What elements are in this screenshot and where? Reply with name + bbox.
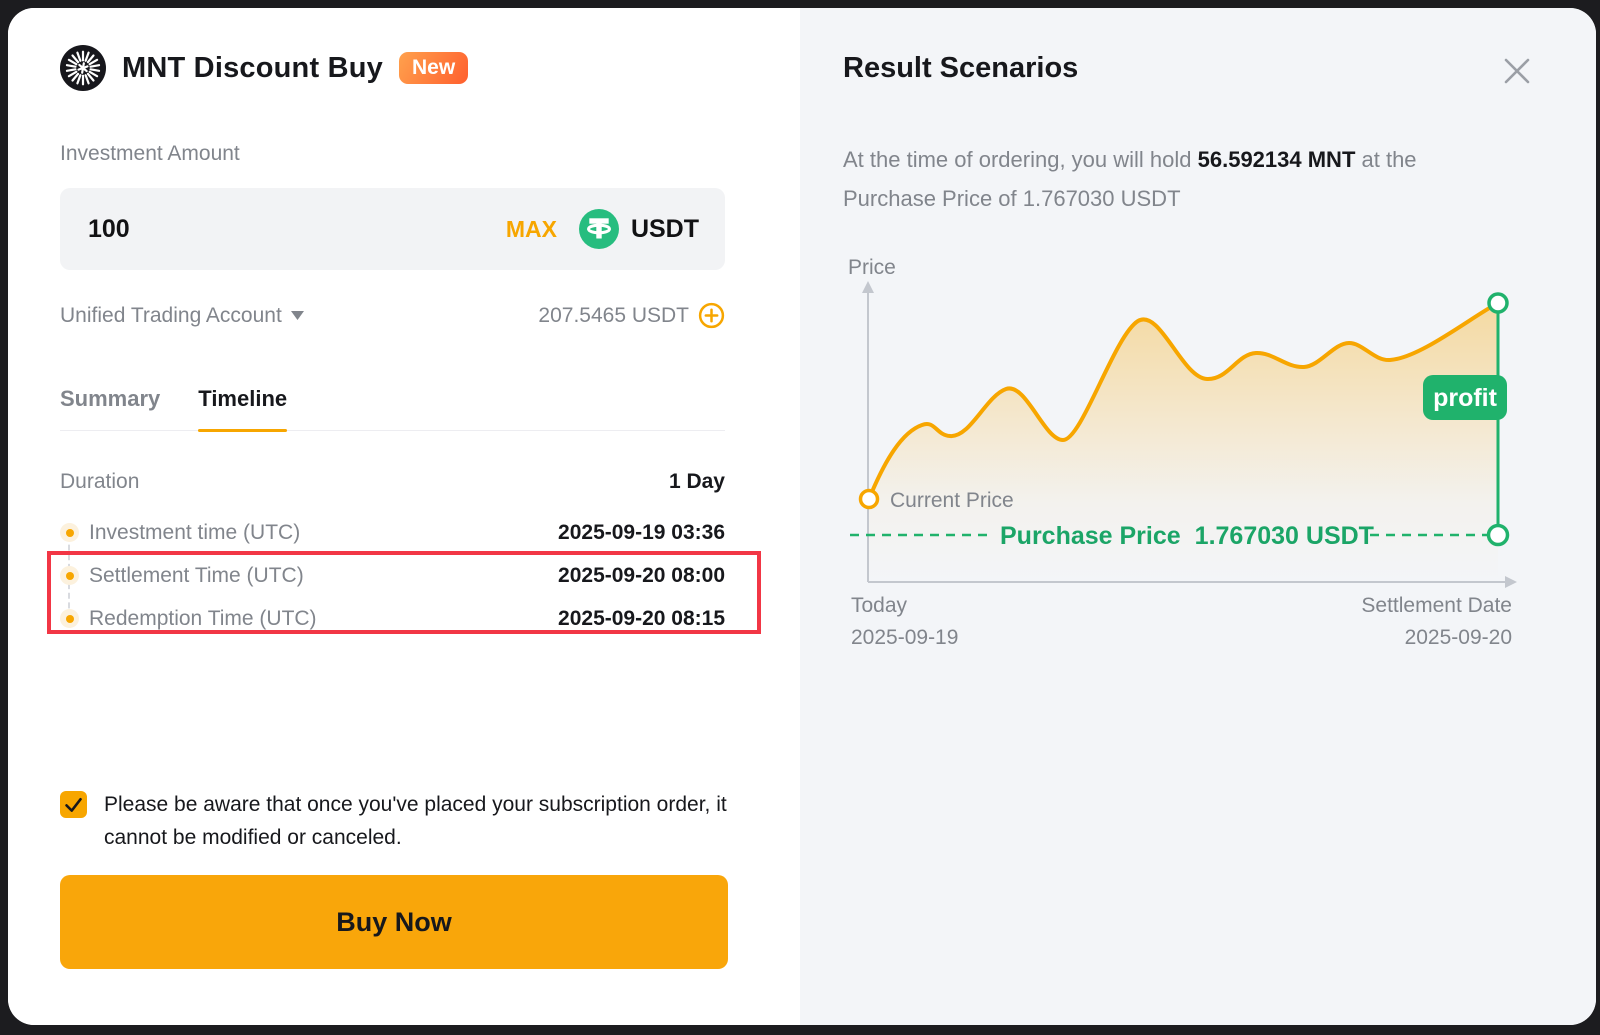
investment-amount-input[interactable] — [86, 213, 506, 245]
account-row: Unified Trading Account 207.5465 USDT — [60, 302, 725, 329]
discount-buy-modal: MNT Discount Buy New Investment Amount M… — [8, 8, 1596, 1025]
current-price-point — [858, 488, 880, 510]
timeline-label: Redemption Time (UTC) — [89, 606, 317, 630]
checkmark-icon — [65, 797, 82, 812]
order-panel: MNT Discount Buy New Investment Amount M… — [8, 8, 800, 1025]
description-suffix: at the Purchase Price of 1.767030 USDT — [843, 147, 1417, 211]
price-scenario-chart: Price Purchase Price 1.767030 USDT profit — [830, 250, 1520, 670]
new-badge: New — [398, 52, 469, 84]
duration-row: Duration 1 Day — [60, 470, 725, 494]
timeline-row-investment: Investment time (UTC) 2025-09-19 03:36 — [60, 511, 725, 554]
available-balance: 207.5465 USDT — [538, 302, 725, 329]
purchase-price-point — [1486, 523, 1510, 547]
panel-title: Result Scenarios — [843, 52, 1079, 84]
y-axis-label: Price — [848, 256, 896, 279]
settlement-price-point — [1487, 292, 1509, 314]
timeline-dot-icon — [60, 523, 79, 542]
usdt-tether-icon — [578, 209, 619, 249]
tab-bar: Summary Timeline — [60, 386, 725, 432]
chevron-down-icon — [290, 311, 304, 320]
timeline-row-settlement: Settlement Time (UTC) 2025-09-20 08:00 — [60, 554, 725, 597]
profit-badge — [1423, 375, 1507, 420]
x-right-label: Settlement Date — [1361, 594, 1512, 617]
investment-amount-box: MAX USDT — [60, 188, 725, 270]
tab-summary[interactable]: Summary — [60, 386, 161, 411]
balance-value: 207.5465 USDT — [538, 303, 689, 327]
y-axis-arrow-icon — [862, 281, 874, 293]
deposit-plus-icon[interactable] — [698, 302, 725, 329]
account-selector[interactable]: Unified Trading Account — [60, 304, 304, 328]
current-price-label: Current Price — [890, 489, 1014, 512]
profit-badge-label: profit — [1433, 384, 1498, 412]
consent-row: Please be aware that once you've placed … — [60, 788, 728, 854]
timeline-label: Settlement Time (UTC) — [89, 563, 304, 587]
currency-label: USDT — [630, 214, 699, 243]
description-prefix: At the time of ordering, you will hold — [843, 147, 1198, 172]
timeline-dot-icon — [60, 566, 79, 585]
duration-value: 1 Day — [668, 470, 725, 493]
timeline-dot-icon — [60, 609, 79, 628]
timeline-value: 2025-09-20 08:00 — [558, 563, 725, 587]
holding-amount: 56.592134 MNT — [1197, 147, 1356, 172]
duration-label: Duration — [60, 470, 140, 493]
account-selector-label: Unified Trading Account — [60, 303, 282, 327]
x-left-label: Today — [851, 594, 908, 617]
timeline-value: 2025-09-19 03:36 — [558, 520, 725, 544]
investment-amount-label: Investment Amount — [60, 142, 240, 165]
buy-now-button[interactable]: Buy Now — [60, 875, 728, 969]
timeline-list: Investment time (UTC) 2025-09-19 03:36 S… — [60, 511, 725, 640]
product-header: MNT Discount Buy New — [60, 45, 469, 91]
scenario-description: At the time of ordering, you will hold 5… — [843, 140, 1503, 218]
tab-timeline[interactable]: Timeline — [198, 386, 288, 432]
consent-text: Please be aware that once you've placed … — [104, 793, 727, 849]
purchase-price-value: 1.767030 USDT — [1195, 522, 1374, 550]
timeline-label: Investment time (UTC) — [89, 520, 301, 544]
result-scenarios-panel: Result Scenarios At the time of ordering… — [800, 8, 1596, 1025]
price-curve — [867, 301, 1500, 501]
x-axis-arrow-icon — [1505, 576, 1517, 588]
currency-selector: USDT — [578, 209, 699, 249]
purchase-price-text: Purchase Price 1.767030 USDT — [1000, 522, 1374, 550]
x-right-date: 2025-09-20 — [1405, 626, 1512, 649]
page-title: MNT Discount Buy — [122, 51, 383, 84]
x-left-date: 2025-09-19 — [851, 626, 958, 649]
mnt-coin-icon — [60, 45, 106, 91]
max-button[interactable]: MAX — [505, 215, 557, 242]
price-curve-area — [869, 303, 1498, 582]
timeline-row-redemption: Redemption Time (UTC) 2025-09-20 08:15 — [60, 597, 725, 640]
consent-checkbox[interactable] — [60, 791, 87, 818]
close-icon[interactable] — [1500, 54, 1534, 88]
purchase-price-label: Purchase Price — [1000, 522, 1181, 550]
timeline-value: 2025-09-20 08:15 — [558, 606, 725, 630]
